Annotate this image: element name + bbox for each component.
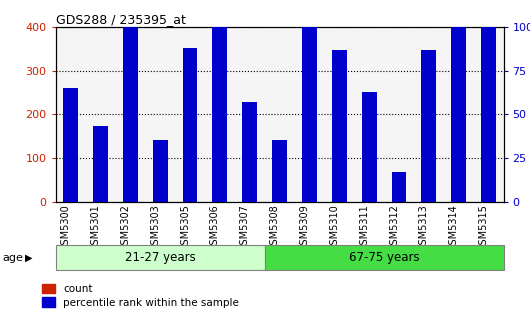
Bar [361,177,377,202]
Bar [392,172,407,202]
Text: GDS288 / 235395_at: GDS288 / 235395_at [56,13,186,26]
Bar [153,190,167,202]
Text: GSM5314: GSM5314 [449,204,459,251]
Bar [451,0,466,202]
Bar [56,245,264,270]
Bar [332,169,347,202]
Text: ▶: ▶ [25,253,33,263]
Text: GSM5309: GSM5309 [299,204,310,251]
Bar [242,102,257,202]
Bar [182,168,198,202]
Bar [421,50,436,202]
Bar [123,69,138,202]
Text: GSM5301: GSM5301 [91,204,101,251]
Bar [481,0,496,202]
Text: GSM5307: GSM5307 [240,204,250,251]
Text: GSM5302: GSM5302 [120,204,130,251]
Text: age: age [3,253,23,263]
Text: GSM5300: GSM5300 [60,204,70,251]
Bar [272,140,287,202]
Text: GSM5313: GSM5313 [419,204,429,251]
Text: GSM5315: GSM5315 [479,204,489,251]
Text: GSM5305: GSM5305 [180,204,190,251]
Bar [302,73,317,202]
Bar [421,169,436,202]
Bar [63,180,78,202]
Text: GSM5308: GSM5308 [270,204,280,251]
Bar [182,48,198,202]
Bar [213,0,227,202]
Text: GSM5312: GSM5312 [389,204,399,251]
Bar [392,196,407,202]
Bar [272,192,287,202]
Legend: count, percentile rank within the sample: count, percentile rank within the sample [42,284,239,308]
Bar [481,112,496,202]
Bar [451,63,466,202]
Text: GSM5306: GSM5306 [210,204,220,251]
Bar [93,188,108,202]
Bar [302,0,317,202]
Bar [332,50,347,202]
Text: GSM5310: GSM5310 [329,204,339,251]
Bar [264,245,504,270]
Text: 67-75 years: 67-75 years [349,251,419,264]
Text: GSM5311: GSM5311 [359,204,369,251]
Bar [123,0,138,202]
Bar [63,88,78,202]
Bar [213,95,227,202]
Text: 21-27 years: 21-27 years [125,251,196,264]
Bar [242,182,257,202]
Bar [153,140,167,202]
Bar [93,126,108,202]
Bar [361,91,377,202]
Text: GSM5303: GSM5303 [150,204,160,251]
